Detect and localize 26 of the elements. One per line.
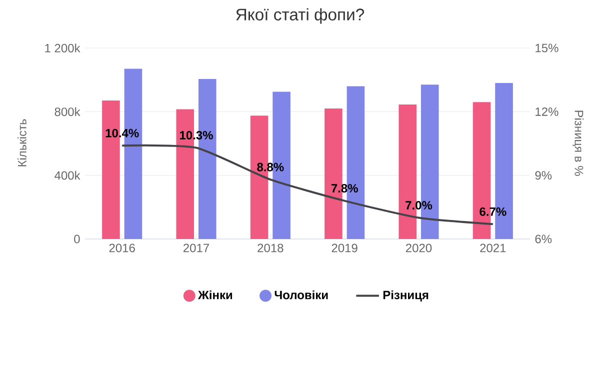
y-axis-title: Кількість — [18, 119, 26, 166]
x-tick-label: 2021 — [480, 244, 506, 252]
y2-tick-label: 6% — [535, 234, 552, 244]
y-tick-label: 400k — [54, 170, 80, 180]
y2-tick-label: 15% — [536, 44, 558, 52]
y-tick-label: 0 — [74, 234, 80, 244]
x-tick-label: 2020 — [406, 244, 432, 252]
data-label: 7.0% — [406, 201, 432, 210]
legend-label: Різниця — [383, 290, 428, 302]
legend-label: Жінки — [198, 290, 232, 300]
data-label: 6.7% — [480, 207, 506, 216]
data-label: 7.8% — [331, 184, 358, 193]
y-tick-label: 800k — [54, 107, 80, 116]
x-tick-label: 2019 — [332, 244, 358, 252]
x-tick-label: 2018 — [258, 244, 284, 252]
y2-tick-label: 12% — [536, 107, 558, 116]
chart-title: Якої статі фопи? — [236, 8, 364, 24]
x-tick-label: 2016 — [109, 244, 135, 252]
data-label: 10.4% — [106, 128, 139, 138]
y2-tick-label: 9% — [535, 171, 552, 180]
y2-axis-title: Різниця в % — [572, 110, 584, 176]
y-tick-label: 1 200k — [45, 44, 80, 52]
data-label: 8.8% — [257, 162, 284, 172]
x-tick-label: 2017 — [184, 244, 209, 252]
legend-label: Чоловіки — [274, 290, 328, 300]
data-label: 10.3% — [180, 130, 213, 140]
